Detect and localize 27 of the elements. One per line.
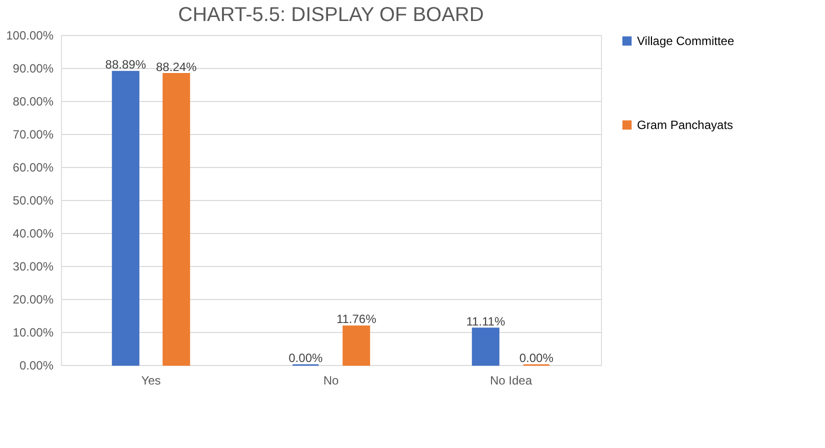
y-tick-label: 20.00% xyxy=(12,292,54,306)
x-tick-label: No Idea xyxy=(490,374,532,388)
data-label: 0.00% xyxy=(288,351,323,365)
legend-label: Village Committee xyxy=(637,34,734,48)
data-label: 0.00% xyxy=(519,351,554,365)
bar xyxy=(342,325,370,366)
data-label: 88.24% xyxy=(156,60,198,74)
y-tick-label: 80.00% xyxy=(12,94,54,108)
bar xyxy=(472,328,500,366)
bar xyxy=(162,73,190,366)
y-tick-label: 90.00% xyxy=(12,62,54,76)
y-tick-label: 60.00% xyxy=(12,160,54,174)
y-tick-label: 30.00% xyxy=(12,260,54,274)
chart-title: CHART-5.5: DISPLAY OF BOARD xyxy=(178,4,484,26)
data-label: 11.76% xyxy=(336,312,377,326)
y-tick-label: 70.00% xyxy=(12,128,54,142)
data-label: 88.89% xyxy=(105,58,146,72)
y-tick-label: 50.00% xyxy=(12,194,54,208)
bar xyxy=(112,70,140,366)
legend-label: Gram Panchayats xyxy=(637,118,734,132)
x-tick-label: Yes xyxy=(141,374,161,388)
data-label: 11.11% xyxy=(466,314,506,328)
y-tick-label: 0.00% xyxy=(19,358,54,372)
x-tick-label: No xyxy=(323,374,339,388)
y-tick-label: 40.00% xyxy=(12,226,54,240)
y-tick-label: 100.00% xyxy=(6,28,54,42)
y-tick-label: 10.00% xyxy=(12,326,54,340)
